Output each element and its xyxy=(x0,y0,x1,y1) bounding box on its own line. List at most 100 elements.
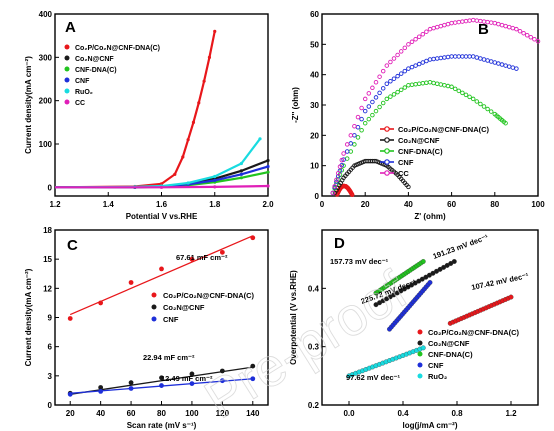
data-point xyxy=(492,60,498,65)
y-tick-label: 0 xyxy=(48,183,53,192)
slope-annotation: 157.73 mV dec⁻¹ xyxy=(330,257,389,266)
data-point xyxy=(189,256,195,262)
data-point xyxy=(335,170,341,176)
slope-annotation: 107.42 mV dec⁻¹ xyxy=(471,271,530,292)
data-point xyxy=(373,79,379,85)
y-tick-label: 20 xyxy=(310,131,319,140)
data-point xyxy=(452,54,458,59)
data-point xyxy=(467,18,472,23)
data-point xyxy=(434,81,440,87)
data-point xyxy=(456,54,462,59)
slope-annotation: 67.61 mF cm⁻² xyxy=(176,253,228,262)
data-point xyxy=(373,108,379,114)
data-point xyxy=(266,164,270,169)
legend-marker xyxy=(384,170,390,176)
data-point xyxy=(431,25,436,31)
data-point xyxy=(532,37,537,42)
legend-entry: Co₂N@CNF xyxy=(428,339,470,348)
data-point xyxy=(370,112,375,118)
data-point xyxy=(398,71,404,76)
legend-entry: Co₂N@CNF xyxy=(398,136,440,145)
legend-entry: CNF xyxy=(398,158,414,167)
legend-entry: Co₂P/Co₂N@CNF-DNA(C) xyxy=(428,328,520,337)
data-point xyxy=(239,172,243,176)
data-point xyxy=(173,172,177,176)
data-point xyxy=(470,96,476,102)
data-point xyxy=(339,157,345,163)
legend-marker xyxy=(384,137,390,143)
data-point xyxy=(197,101,201,105)
data-point xyxy=(352,123,357,129)
data-point xyxy=(359,128,364,133)
y-axis-label: Current density(mA cm⁻²) xyxy=(24,268,33,366)
y-axis-label: Overpotential (V vs.RHE) xyxy=(289,270,298,365)
data-point xyxy=(337,164,343,169)
data-point xyxy=(128,386,134,391)
legend-entry: CNF xyxy=(163,315,179,324)
data-point xyxy=(384,81,390,87)
y-tick-label: 0.3 xyxy=(308,343,320,352)
data-point xyxy=(98,388,104,394)
legend-marker xyxy=(64,77,70,83)
data-point xyxy=(239,161,243,166)
legend-entry: RuO₂ xyxy=(428,372,447,381)
x-tick-label: 40 xyxy=(404,200,413,209)
data-point xyxy=(442,22,447,28)
data-point xyxy=(438,55,444,61)
legend-entry: CNF-DNA(C) xyxy=(75,67,117,74)
data-point xyxy=(485,106,490,112)
panel-label-C: C xyxy=(67,237,78,254)
data-point xyxy=(499,62,505,67)
data-point xyxy=(460,54,465,59)
x-axis-label: Z' (ohm) xyxy=(414,212,446,221)
data-point xyxy=(213,174,217,179)
data-point xyxy=(463,18,469,24)
data-point xyxy=(186,181,190,185)
x-tick-label: 100 xyxy=(185,409,199,418)
x-tick-label: 20 xyxy=(66,409,75,418)
slope-annotation: 97.62 mV dec⁻¹ xyxy=(346,373,400,382)
y-tick-label: 3 xyxy=(48,372,53,381)
data-point xyxy=(467,94,472,100)
legend-marker xyxy=(151,304,157,310)
data-point xyxy=(474,55,480,60)
data-point xyxy=(189,381,195,387)
panel-D-frame xyxy=(321,229,539,406)
x-tick-label: 1.4 xyxy=(103,200,115,209)
data-point xyxy=(395,52,400,58)
data-point xyxy=(330,190,336,196)
y-tick-label: 18 xyxy=(43,226,52,235)
x-tick-label: 100 xyxy=(531,200,545,209)
y-tick-label: 15 xyxy=(43,255,52,264)
y-axis-label: -Z'' (ohm) xyxy=(291,87,300,123)
panel-label-D: D xyxy=(334,235,345,252)
data-point xyxy=(128,280,134,285)
data-point xyxy=(449,20,454,26)
data-point xyxy=(413,63,418,68)
data-point xyxy=(431,80,436,86)
data-point xyxy=(359,116,364,122)
legend-marker xyxy=(384,148,390,154)
data-point xyxy=(442,83,447,88)
data-point xyxy=(98,385,104,390)
data-point xyxy=(388,78,393,84)
slope-annotation: 12.49 mF cm⁻² xyxy=(161,374,213,383)
legend-entry: CC xyxy=(75,100,85,107)
data-point xyxy=(348,141,354,146)
data-point xyxy=(391,92,397,97)
data-point xyxy=(528,35,534,40)
data-point xyxy=(202,79,206,83)
x-tick-label: 1.2 xyxy=(49,200,61,209)
data-point xyxy=(406,66,411,71)
data-point xyxy=(431,56,436,62)
data-point xyxy=(424,80,429,86)
data-point xyxy=(416,81,422,87)
data-point xyxy=(478,56,483,61)
legend-entry: CNF xyxy=(75,78,90,85)
x-tick-label: 40 xyxy=(96,409,105,418)
y-tick-label: 200 xyxy=(39,97,53,106)
legend-marker xyxy=(417,373,423,379)
data-point xyxy=(391,56,397,61)
legend-marker xyxy=(417,362,423,368)
legend-entry: Co₂N@CNF xyxy=(163,303,205,312)
